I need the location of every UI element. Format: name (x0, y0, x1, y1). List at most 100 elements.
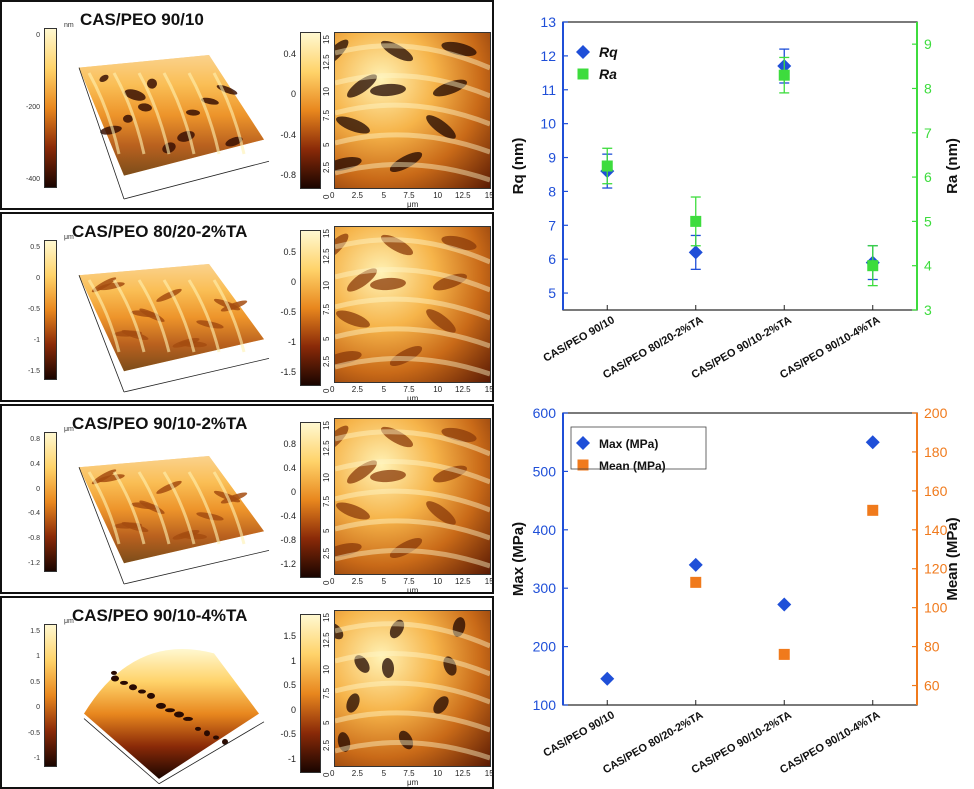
x-category-label: CAS/PEO 90/10 (541, 709, 616, 759)
colorbar-2d-tick: -0.8 (280, 170, 296, 180)
colorbar-tick: -0.4 (27, 510, 40, 518)
map-y-tick: 0 (322, 194, 331, 199)
legend-marker (577, 459, 589, 471)
colorbar-2d-tick: -0.4 (280, 129, 296, 140)
map-y-tick: 5 (322, 142, 331, 148)
map-y-tick: 7.5 (322, 110, 331, 122)
map-x-tick: 12.5 (455, 385, 471, 394)
y2-tick-label: 160 (924, 483, 948, 499)
map-x-unit: μm (407, 200, 419, 209)
colorbar-2d-tick: -1 (287, 754, 296, 764)
colorbar-tick: 0 (36, 485, 40, 493)
y2-axis-title: Mean (MPa) (944, 517, 961, 600)
y-tick-label: 400 (533, 522, 557, 538)
y-tick-label: 13 (540, 14, 556, 30)
y2-tick-label: 9 (924, 36, 932, 52)
colorbar-unit: μm (64, 618, 74, 625)
y2-tick-label: 140 (924, 522, 948, 538)
map-y-tick: 12.5 (322, 440, 331, 456)
y2-tick-label: 4 (924, 258, 932, 274)
data-point (601, 160, 613, 172)
afm-panel: CAS/PEO 90/10 nm 0 -200 -400 0.4 0 -0.4 -0.8 0 2.5… (0, 0, 494, 210)
colorbar-2d (300, 230, 321, 386)
map-y-tick: 12.5 (322, 248, 331, 264)
map-x-tick: 10 (433, 385, 443, 394)
x-category-label: CAS/PEO 90/10 (541, 314, 616, 364)
colorbar-tick: -1.5 (27, 368, 40, 375)
afm-3d-surface (78, 264, 270, 393)
map-y-tick: 0 (322, 772, 331, 777)
y-tick-label: 10 (540, 116, 556, 132)
panel-title: CAS/PEO 90/10-2%TA (72, 414, 248, 433)
map-x-tick: 15 (484, 577, 494, 586)
map-x-unit: μm (407, 778, 419, 787)
y2-tick-label: 120 (924, 561, 948, 577)
map-x-tick: 10 (433, 191, 443, 200)
colorbar-unit: μm (64, 234, 74, 241)
map-y-tick: 2.5 (322, 739, 331, 751)
colorbar-2d-tick: 0.4 (283, 49, 296, 59)
y-tick-label: 8 (548, 183, 556, 199)
map-y-tick: 15 (322, 613, 331, 622)
map-x-tick: 0 (330, 577, 335, 586)
y-tick-label: 600 (533, 405, 557, 421)
map-x-tick: 12.5 (455, 577, 471, 586)
x-category-label: CAS/PEO 90/10-4%TA (778, 709, 882, 776)
map-x-tick: 12.5 (455, 769, 471, 778)
y2-tick-label: 6 (924, 169, 932, 185)
y2-tick-label: 5 (924, 213, 932, 229)
legend-label: Max (MPa) (599, 437, 658, 451)
y2-tick-label: 80 (924, 639, 940, 655)
y-tick-label: 6 (548, 251, 556, 267)
map-x-tick: 5 (381, 769, 387, 778)
colorbar-tick: -0.5 (27, 729, 40, 737)
colorbar-2d (300, 614, 321, 773)
map-x-unit: μm (407, 586, 419, 594)
afm-panel: CAS/PEO 80/20-2%TA μm 0.5 0 -0.5 -1 -1.5 0.5 0 -0… (0, 212, 494, 402)
colorbar-tick: -1.2 (27, 560, 40, 567)
map-y-tick: 2.5 (322, 161, 331, 173)
colorbar-tick: 0.8 (30, 436, 40, 443)
y2-axis-title: Ra (nm) (944, 138, 961, 194)
map-y-tick: 2.5 (322, 355, 331, 367)
legend-label: Mean (MPa) (599, 459, 666, 473)
colorbar-2d-tick: 0 (290, 487, 296, 497)
data-point (778, 648, 790, 660)
map-y-tick: 10 (322, 86, 331, 96)
colorbar-tick: -400 (25, 176, 40, 183)
data-point (690, 215, 702, 227)
afm-3d-surface (83, 648, 265, 785)
colorbar-tick: -200 (25, 104, 40, 111)
data-point (865, 435, 880, 450)
y2-tick-label: 200 (924, 405, 948, 421)
map-y-tick: 10 (322, 280, 331, 290)
colorbar-2d-tick: -0.5 (280, 307, 296, 317)
legend-box (570, 426, 707, 470)
y-tick-label: 200 (533, 639, 557, 655)
modulus-chart: 100 200 300 400 500 600 60 80 100 120 140 160 180 200… (510, 405, 961, 776)
y2-tick-label: 100 (924, 600, 948, 616)
map-y-tick: 7.5 (322, 496, 331, 508)
colorbar-3d (44, 624, 57, 767)
colorbar-2d-tick: -0.8 (280, 535, 296, 545)
colorbar-2d-tick: 0.5 (283, 680, 296, 691)
map-y-tick: 0 (322, 580, 331, 585)
data-point (600, 671, 615, 686)
colorbar-2d-tick: 1.5 (283, 631, 296, 641)
afm-height-map (334, 418, 491, 575)
data-point (688, 557, 703, 572)
colorbar-2d-tick: -1.5 (280, 367, 296, 377)
colorbar-2d (300, 32, 321, 189)
map-x-tick: 10 (433, 577, 443, 586)
colorbar-tick: -0.5 (27, 306, 40, 313)
colorbar-3d (44, 432, 57, 572)
map-x-tick: 7.5 (403, 385, 415, 394)
data-point (777, 597, 792, 612)
map-x-tick: 0 (330, 191, 335, 200)
map-y-tick: 5 (322, 720, 331, 726)
colorbar-3d (44, 28, 57, 188)
map-x-tick: 2.5 (351, 577, 363, 586)
afm-3d-surface (78, 55, 270, 200)
map-x-tick: 2.5 (351, 769, 363, 778)
colorbar-unit: nm (64, 22, 74, 29)
